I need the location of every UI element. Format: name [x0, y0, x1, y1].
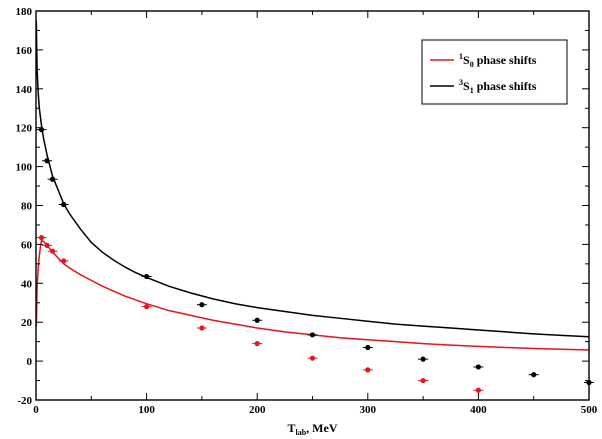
- data-point-3s1: [199, 302, 205, 308]
- y-tick-label: 140: [16, 84, 33, 96]
- tick-layer: 0 100 200 300 400 500-20020406080100120140160…: [16, 6, 598, 416]
- y-tick-label: 160: [16, 45, 33, 57]
- data-point-layer: [36, 127, 594, 393]
- y-tick-label: -20: [17, 395, 32, 407]
- data-point-3s1: [144, 273, 150, 280]
- x-tick-label: 500: [581, 404, 598, 416]
- series-curve-3s1: [35, 20, 590, 338]
- y-tick-label: 60: [21, 239, 33, 251]
- x-tick-label: 0: [33, 404, 39, 416]
- legend-3s1-superscript: 3: [459, 78, 463, 87]
- y-tick-label: 120: [16, 123, 33, 135]
- legend-3s1-subscript: 1: [470, 86, 474, 95]
- data-point-1s0: [420, 377, 426, 384]
- data-point-3s1: [420, 356, 426, 362]
- legend-1s0-rest: phase shifts: [474, 53, 537, 67]
- y-tick-label: 80: [21, 201, 33, 213]
- legend-1s0-base: S: [463, 53, 470, 67]
- legend: 1S0 phase shifts 3S1 phase shifts: [421, 39, 568, 105]
- y-tick-label: 0: [27, 356, 33, 368]
- data-point-1s0: [475, 387, 481, 393]
- x-axis-label-subscript: lab: [296, 428, 307, 437]
- data-point-1s0: [61, 258, 67, 264]
- data-point-3s1: [38, 127, 45, 133]
- legend-3s1-rest: phase shifts: [474, 79, 537, 93]
- y-tick-label: 180: [16, 6, 33, 18]
- data-point-3s1: [531, 372, 537, 378]
- data-point-1s0: [309, 355, 316, 361]
- legend-3s1-base: S: [463, 79, 470, 93]
- x-axis-label-rest: , MeV: [306, 421, 338, 435]
- data-point-3s1: [44, 158, 50, 164]
- data-point-1s0: [254, 340, 260, 347]
- data-point-1s0: [144, 304, 150, 310]
- data-point-1s0: [44, 242, 50, 248]
- data-point-3s1: [61, 201, 67, 208]
- legend-entry-3s1: 3S1 phase shifts: [459, 78, 537, 95]
- y-tick-label: 100: [16, 162, 33, 174]
- x-tick-label: 100: [138, 404, 155, 416]
- data-point-1s0: [49, 248, 56, 254]
- data-point-3s1: [365, 344, 371, 351]
- legend-1s0-superscript: 1: [459, 52, 463, 61]
- x-tick-label: 300: [360, 404, 377, 416]
- y-tick-label: 20: [21, 317, 33, 329]
- y-tick-label: 40: [21, 278, 33, 290]
- data-point-3s1: [254, 317, 260, 323]
- data-point-1s0: [365, 367, 371, 373]
- curve-layer: [35, 20, 590, 351]
- data-point-1s0: [38, 234, 45, 241]
- x-tick-label: 400: [470, 404, 487, 416]
- x-axis-label-main: T: [287, 421, 295, 435]
- data-point-3s1: [309, 332, 316, 338]
- legend-entry-1s0: 1S0 phase shifts: [459, 52, 537, 69]
- data-point-1s0: [199, 325, 205, 331]
- legend-box: [421, 39, 568, 105]
- x-axis-label: Tlab, MeV: [287, 421, 337, 437]
- legend-1s0-subscript: 0: [470, 60, 474, 69]
- x-tick-label: 200: [249, 404, 266, 416]
- data-point-3s1: [475, 364, 481, 370]
- series-curve-1s0: [35, 239, 590, 351]
- data-point-3s1: [49, 176, 56, 182]
